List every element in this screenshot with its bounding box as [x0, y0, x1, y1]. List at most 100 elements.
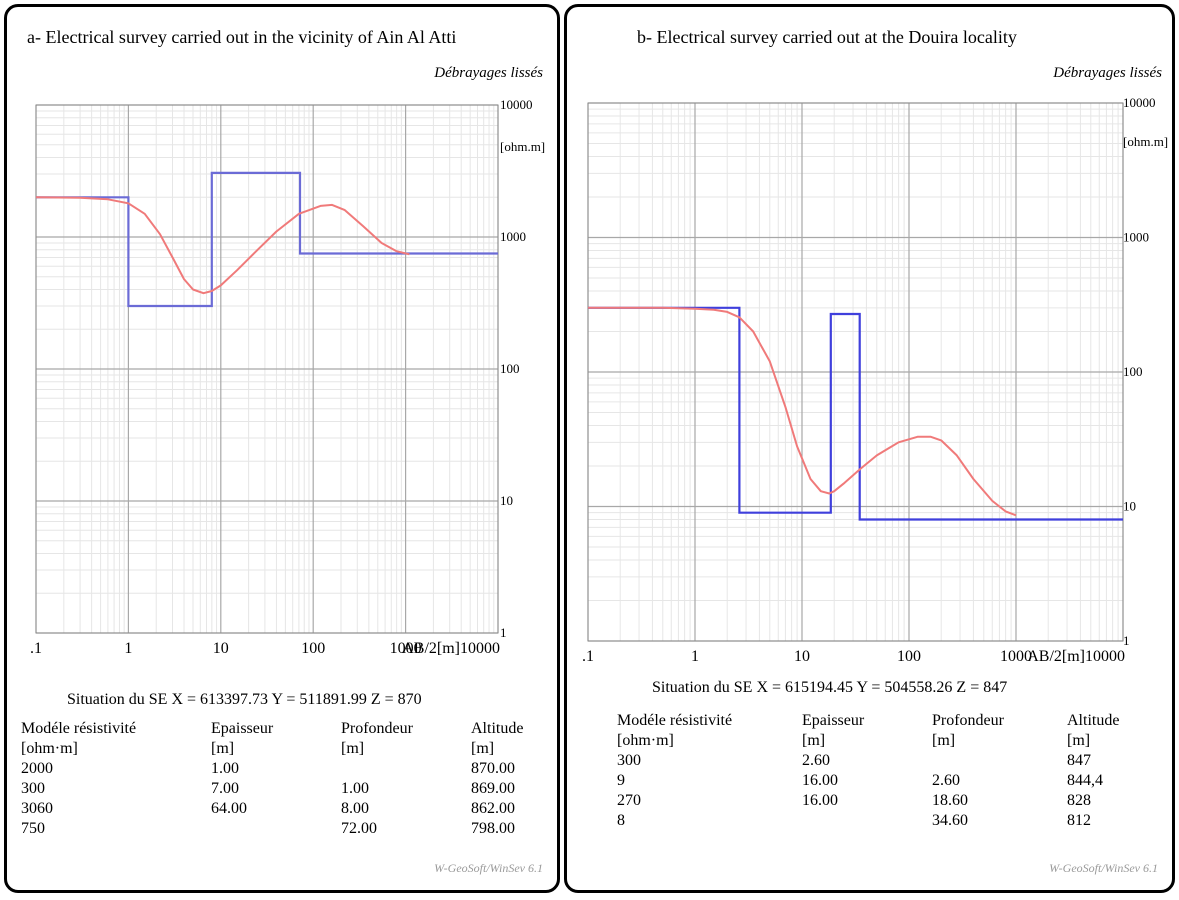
plot-frame [587, 102, 1124, 642]
table-cell: 270 [617, 792, 641, 809]
x-tick-label: 1000 [390, 640, 422, 657]
chart-subtitle: Débrayages lissés [434, 65, 543, 81]
table-cell: 1.00 [211, 760, 239, 777]
table-cell: 750 [21, 820, 45, 837]
table-row: 300 7.00 1.00 869.00 [21, 779, 551, 799]
table-cell: [m] [341, 740, 365, 757]
resistivity-chart-b: .1 1 10 100 1000AB/2[m]10000110100100010000[… [582, 95, 1168, 665]
resistivity-chart-a: .1 1 10 100 1000AB/2[m]10000110100100010000[… [30, 97, 545, 657]
table-cell: Profondeur [341, 720, 413, 737]
x-tick-label: .1 [30, 640, 42, 657]
y-tick-label: 100 [500, 361, 520, 376]
table-cell: 9 [617, 772, 625, 789]
table-cell: 847 [1067, 752, 1091, 769]
table-cell: 1.00 [341, 780, 369, 797]
y-tick-label: 1 [1123, 633, 1130, 648]
situation-text: Situation du SE X = 615194.45 Y = 504558… [652, 679, 1008, 696]
table-row: 3060 64.00 8.00 862.00 [21, 799, 551, 819]
x-tick-label: 100 [897, 648, 921, 665]
table-cell: 2.60 [932, 772, 960, 789]
y-tick-label: 10000 [1123, 95, 1156, 110]
table-cell: 869.00 [471, 780, 515, 797]
software-footer: W-GeoSoft/WinSev 6.1 [434, 861, 543, 875]
table-cell: 16.00 [802, 792, 838, 809]
table-cell: Modéle résistivité [617, 712, 733, 729]
table-row: 8 34.60 812 [617, 811, 1167, 831]
table-cell: 844,4 [1067, 772, 1103, 789]
table-cell: Modéle résistivité [21, 720, 137, 737]
situation-text: Situation du SE X = 613397.73 Y = 511891… [67, 691, 422, 708]
table-cell: 862.00 [471, 800, 515, 817]
y-tick-label: 1000 [500, 229, 526, 244]
table-cell: 7.00 [211, 780, 239, 797]
table-cell: 812 [1067, 812, 1091, 829]
chart-title: b- Electrical survey carried out at the … [637, 27, 1017, 47]
table-cell: [m] [802, 732, 826, 749]
table-cell: 828 [1067, 792, 1091, 809]
table-cell: [m] [1067, 732, 1091, 749]
table-row: Modéle résistivité Epaisseur Profondeur Alt… [617, 711, 1167, 731]
chart-title: a- Electrical survey carried out in the … [27, 27, 457, 47]
y-tick-label: 1 [500, 625, 507, 640]
y-tick-label: 10 [500, 493, 513, 508]
plot-frame [35, 104, 499, 634]
table-cell: 8 [617, 812, 625, 829]
table-cell: [m] [211, 740, 235, 757]
y-unit-label: [ohm.m] [1123, 134, 1168, 149]
layer-table: Modéle résistivité Epaisseur Profondeur Alt… [21, 719, 551, 839]
table-row: 300 2.60 847 [617, 751, 1167, 771]
table-cell: Epaisseur [211, 720, 274, 737]
table-cell: Altitude [1067, 712, 1120, 729]
table-cell: 64.00 [211, 800, 247, 817]
y-tick-label: 100 [1123, 364, 1143, 379]
table-cell: 2000 [21, 760, 53, 777]
table-cell: 798.00 [471, 820, 515, 837]
table-row: 2000 1.00 870.00 [21, 759, 551, 779]
table-cell: [ohm·m] [617, 732, 674, 749]
table-cell: 72.00 [341, 820, 377, 837]
table-cell: 16.00 [802, 772, 838, 789]
table-cell: 18.60 [932, 792, 968, 809]
software-footer: W-GeoSoft/WinSev 6.1 [1049, 861, 1158, 875]
table-row: 9 16.00 2.60 844,4 [617, 771, 1167, 791]
y-tick-label: 10 [1123, 499, 1136, 514]
x-tick-label: 1 [691, 648, 699, 665]
smoothed-curve [35, 196, 410, 295]
layer-table: Modéle résistivité Epaisseur Profondeur Alt… [617, 711, 1167, 831]
table-row: 750 72.00 798.00 [21, 819, 551, 839]
table-cell: 300 [21, 780, 45, 797]
smoothed-curve [588, 306, 1017, 517]
table-cell: 2.60 [802, 752, 830, 769]
table-row: 270 16.00 18.60 828 [617, 791, 1167, 811]
x-axis-label: AB/2[m]10000 [402, 640, 500, 657]
table-cell: Altitude [471, 720, 524, 737]
survey-panel-a: a- Electrical survey carried out in the … [4, 4, 560, 893]
table-cell: [ohm·m] [21, 740, 78, 757]
x-tick-label: 10 [794, 648, 810, 665]
table-cell: 3060 [21, 800, 53, 817]
table-cell: [m] [932, 732, 956, 749]
chart-subtitle: Débrayages lissés [1053, 65, 1162, 81]
x-tick-label: 10 [213, 640, 229, 657]
model-line [36, 171, 498, 308]
x-tick-label: 1000 [1000, 648, 1032, 665]
y-tick-label: 1000 [1123, 230, 1149, 245]
table-row: [ohm·m] [m] [m] [m] [617, 731, 1167, 751]
table-cell: 8.00 [341, 800, 369, 817]
x-tick-label: 100 [301, 640, 325, 657]
x-tick-label: 1 [124, 640, 132, 657]
x-axis-label: AB/2[m]10000 [1027, 648, 1125, 665]
table-cell: 34.60 [932, 812, 968, 829]
survey-panel-b: b- Electrical survey carried out at the … [564, 4, 1175, 893]
table-cell: Profondeur [932, 712, 1004, 729]
table-cell: Epaisseur [802, 712, 865, 729]
major-grid [35, 104, 499, 634]
model-line [588, 306, 1123, 521]
table-cell: [m] [471, 740, 495, 757]
table-row: [ohm·m] [m] [m] [m] [21, 739, 551, 759]
y-unit-label: [ohm.m] [500, 139, 545, 154]
table-cell: 870.00 [471, 760, 515, 777]
y-tick-label: 10000 [500, 97, 533, 112]
x-tick-label: .1 [582, 648, 594, 665]
table-cell: 300 [617, 752, 641, 769]
